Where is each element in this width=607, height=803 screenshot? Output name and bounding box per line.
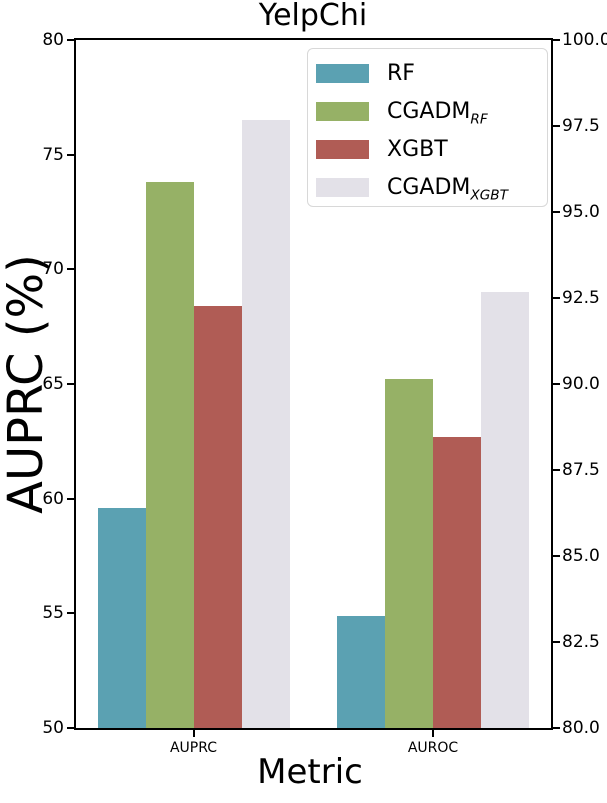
left-tick-mark-60 [67,497,74,500]
right-tick-label-80-0: 80.0 [562,718,600,738]
legend: RF CGADMRF XGBT CGADMXGBT [307,48,548,207]
left-tick-label-55: 55 [42,603,64,624]
right-tick-label-87-5: 87.5 [562,460,600,480]
left-tick-label-50: 50 [42,718,64,738]
x-tick-label-auprc: AUPRC [169,740,218,756]
right-tick-mark-100-0 [553,39,560,41]
right-tick-mark-82-5 [553,641,560,643]
right-tick-label-85-0: 85.0 [562,546,600,566]
legend-label-subscript-xgbt: XGBT [470,187,508,204]
bar-auroc-rf [337,615,385,728]
left-tick-mark-75 [67,153,74,156]
x-axis-label: Metric [257,752,363,792]
left-tick-mark-55 [67,612,74,615]
right-tick-mark-92-5 [553,297,560,299]
legend-label-subscript-rf: RF [470,111,488,128]
right-tick-mark-80-0 [553,727,560,729]
bar-auprc-xgbt [193,306,242,728]
left-tick-mark-65 [67,383,74,385]
x-tick-mark-auprc [192,730,195,737]
left-tick-label-75: 75 [42,144,64,165]
left-tick-mark-50 [67,727,74,729]
right-tick-label-95-0: 95.0 [562,202,600,222]
right-tick-mark-85-0 [553,555,560,557]
legend-swatch-cgadm-xgbt [316,178,369,197]
legend-label-xgbt: XGBT [387,137,448,162]
legend-swatch-xgbt [316,140,369,159]
left-tick-mark-80 [67,39,74,41]
legend-label-cgadm-rf: CGADMRF [387,99,488,128]
right-tick-label-82-5: 82.5 [562,632,600,652]
left-tick-mark-70 [67,268,74,271]
x-tick-mark-auroc [432,730,434,737]
legend-label-cgadm-xgbt: CGADMXGBT [387,175,508,204]
right-tick-mark-90-0 [553,383,560,385]
bar-auroc-xgbt [433,436,481,728]
right-tick-mark-87-5 [553,469,560,471]
bar-auroc-cgadm-rf [385,379,433,728]
right-tick-label-97-5: 97.5 [562,116,600,136]
bar-auprc-cgadm-xgbt [241,120,290,728]
legend-label-rf: RF [387,61,415,86]
right-tick-label-92-5: 92.5 [562,288,600,308]
legend-swatch-cgadm-rf [316,102,369,121]
bar-auprc-rf [97,507,146,728]
left-tick-label-65: 65 [42,374,64,394]
left-tick-label-70: 70 [42,259,64,280]
right-tick-mark-97-5 [553,125,560,127]
chart-title: YelpChi [258,0,368,33]
left-tick-label-60: 60 [42,488,64,509]
bar-auroc-cgadm-xgbt [481,292,529,728]
right-tick-mark-95-0 [553,211,560,213]
left-tick-label-80: 80 [42,30,64,50]
right-tick-label-100-0: 100.0 [562,30,607,50]
bar-auprc-cgadm-rf [145,182,194,728]
right-tick-label-90-0: 90.0 [562,374,600,394]
x-tick-label-auroc: AUROC [407,740,459,756]
legend-swatch-rf [316,64,369,83]
